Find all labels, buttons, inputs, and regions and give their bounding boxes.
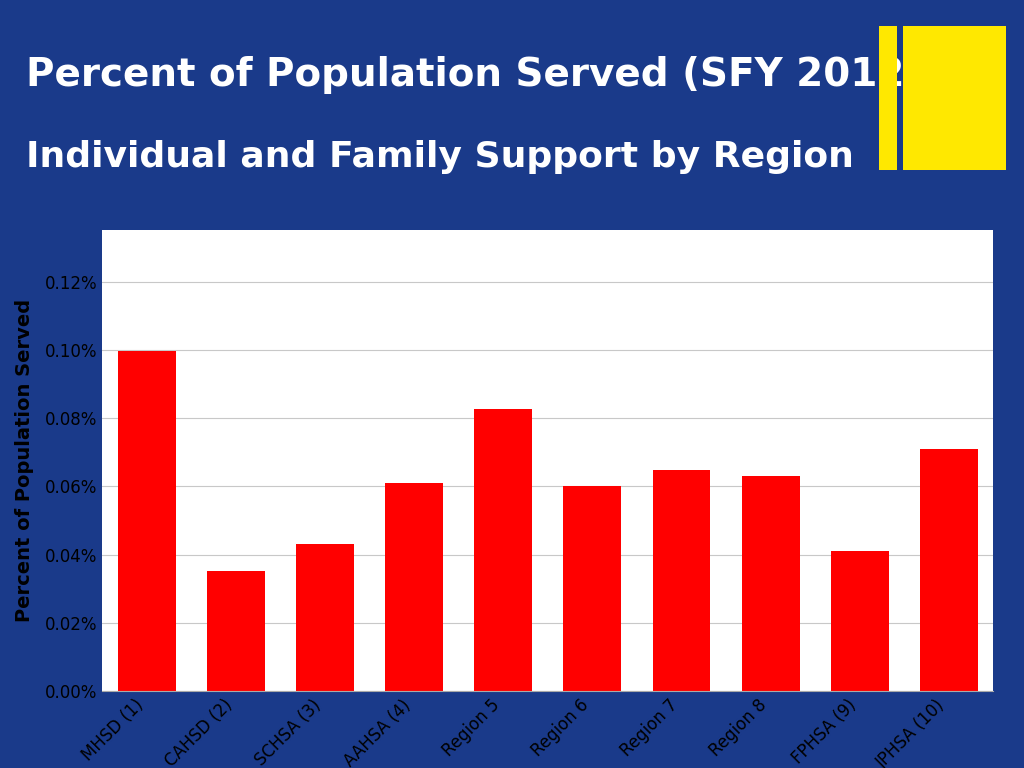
Bar (385, 483, 443, 691)
Text: Individual and Family Support by Region: Individual and Family Support by Region (26, 140, 853, 174)
Bar (903, 26, 1006, 170)
Bar (920, 449, 978, 691)
Bar (207, 571, 265, 691)
Bar (563, 485, 622, 691)
Y-axis label: Percent of Population Served: Percent of Population Served (14, 300, 34, 622)
Bar (474, 409, 532, 691)
Bar (296, 544, 354, 691)
Bar (118, 351, 176, 691)
Text: Percent of Population Served (SFY 2012): Percent of Population Served (SFY 2012) (26, 56, 922, 94)
Bar (830, 551, 889, 691)
Bar (741, 476, 800, 691)
Bar (652, 470, 711, 691)
Bar (879, 26, 897, 170)
